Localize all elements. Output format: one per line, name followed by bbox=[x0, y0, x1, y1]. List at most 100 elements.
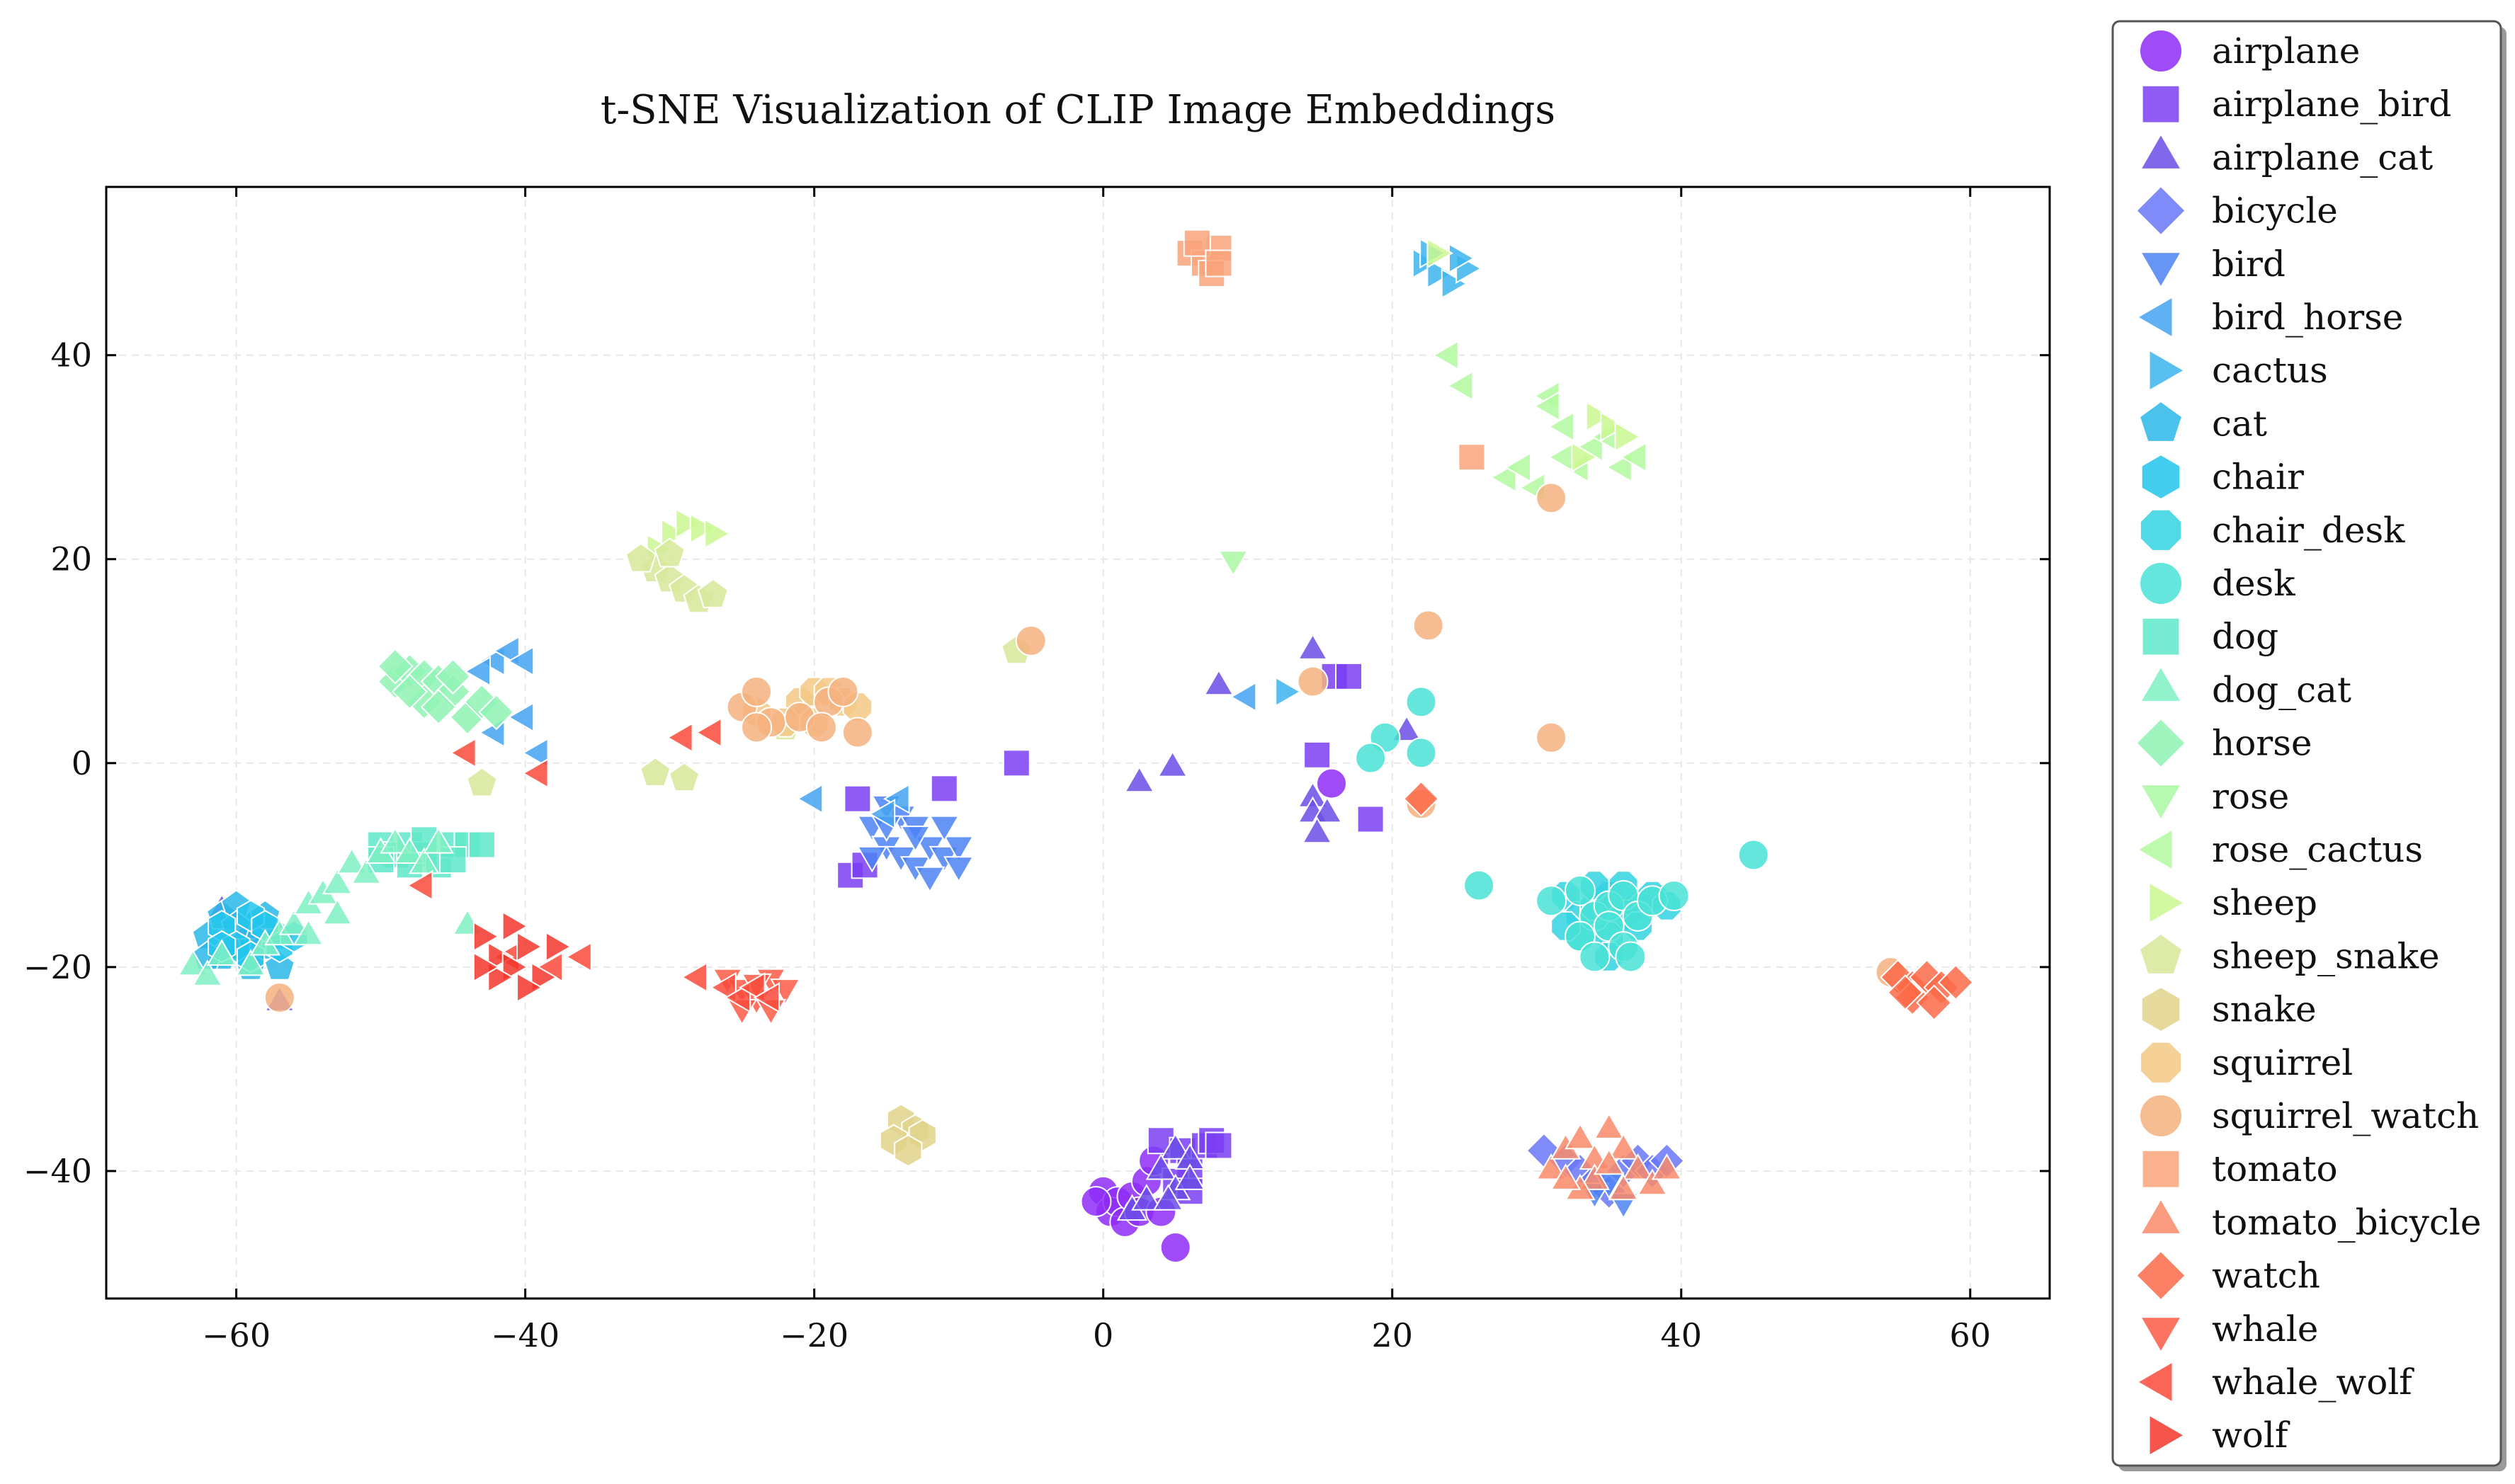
legend-marker-cat bbox=[2138, 400, 2184, 443]
legend-label-bicycle: bicycle bbox=[2212, 190, 2338, 232]
x-tick-label: −20 bbox=[780, 1316, 848, 1354]
point-squirrel_watch bbox=[1297, 666, 1329, 697]
x-tick-label: 60 bbox=[1950, 1316, 1992, 1354]
point-dog_cat bbox=[192, 959, 223, 986]
point-airplane_cat bbox=[1174, 1163, 1205, 1190]
point-horse bbox=[478, 694, 515, 731]
point-whale_wolf bbox=[681, 961, 708, 993]
point-airplane_bird bbox=[1356, 805, 1385, 833]
point-desk bbox=[1564, 874, 1596, 906]
point-wolf bbox=[530, 961, 558, 993]
point-bird_horse bbox=[796, 783, 824, 814]
point-desk bbox=[1579, 941, 1611, 973]
point-whale_wolf bbox=[695, 717, 722, 748]
point-squirrel_watch bbox=[741, 675, 773, 707]
legend-label-airplane_cat: airplane_cat bbox=[2212, 137, 2433, 178]
x-tick-label: 40 bbox=[1660, 1316, 1702, 1354]
point-whale_wolf bbox=[406, 869, 433, 901]
point-airplane_bird bbox=[1002, 749, 1031, 777]
point-airplane bbox=[1159, 1231, 1191, 1263]
point-cactus bbox=[1275, 676, 1302, 707]
legend-label-rose: rose bbox=[2212, 776, 2289, 817]
point-bird bbox=[856, 845, 888, 873]
legend-label-squirrel_watch: squirrel_watch bbox=[2212, 1095, 2479, 1136]
legend-marker-bicycle bbox=[2135, 185, 2186, 236]
x-tick-label: 0 bbox=[1093, 1316, 1113, 1354]
point-whale_wolf bbox=[449, 737, 477, 769]
legend-label-chair: chair bbox=[2212, 457, 2304, 498]
gridlines bbox=[106, 187, 2050, 1298]
legend-label-chair_desk: chair_desk bbox=[2212, 510, 2405, 551]
point-dog_cat bbox=[278, 908, 310, 935]
y-tick-label: −20 bbox=[23, 948, 92, 986]
point-airplane_cat bbox=[1157, 750, 1188, 777]
point-sheep bbox=[1426, 237, 1453, 269]
point-airplane_cat bbox=[1123, 765, 1155, 793]
legend-label-tomato_bicycle: tomato_bicycle bbox=[2212, 1202, 2481, 1243]
point-tomato_bicycle bbox=[1565, 1122, 1596, 1150]
point-squirrel_watch bbox=[841, 717, 873, 748]
point-sheep_snake bbox=[466, 767, 498, 797]
point-sheep bbox=[704, 518, 732, 549]
legend-label-airplane: airplane bbox=[2212, 30, 2360, 72]
point-airplane_cat bbox=[1152, 1184, 1184, 1211]
point-airplane_cat bbox=[1159, 1132, 1191, 1160]
point-horse bbox=[435, 658, 472, 695]
point-horse bbox=[377, 648, 414, 685]
point-tomato_bicycle bbox=[1622, 1153, 1654, 1180]
point-sheep bbox=[1614, 421, 1642, 452]
point-bird_horse bbox=[493, 635, 520, 667]
point-sheep_snake bbox=[697, 578, 729, 608]
legend-marker-dog bbox=[2141, 617, 2181, 656]
legend-label-wolf: wolf bbox=[2212, 1415, 2290, 1456]
point-desk bbox=[1737, 839, 1769, 871]
legend-label-airplane_bird: airplane_bird bbox=[2212, 84, 2451, 125]
point-wolf bbox=[516, 971, 543, 1003]
point-bird_horse bbox=[1230, 681, 1257, 712]
series-rose_cactus bbox=[1432, 339, 1647, 503]
point-airplane_cat bbox=[1203, 668, 1234, 696]
point-whale_wolf bbox=[739, 971, 766, 1003]
point-dog_cat bbox=[336, 847, 368, 874]
x-tick-label: −60 bbox=[202, 1316, 271, 1354]
legend-label-whale_wolf: whale_wolf bbox=[2212, 1362, 2414, 1403]
point-airplane_cat bbox=[1301, 816, 1333, 844]
point-dog_cat bbox=[351, 857, 382, 884]
legend-marker-whale bbox=[2139, 1316, 2183, 1354]
legend-marker-airplane_cat bbox=[2139, 132, 2183, 170]
legend-marker-tomato_bicycle bbox=[2139, 1197, 2183, 1235]
point-bird bbox=[899, 826, 931, 852]
series-desk bbox=[1355, 686, 1769, 973]
series-snake bbox=[879, 1103, 937, 1168]
point-squirrel_watch bbox=[741, 712, 773, 743]
point-desk bbox=[1615, 941, 1647, 973]
point-sheep bbox=[675, 508, 703, 540]
point-bird_horse bbox=[868, 799, 896, 830]
point-cactus bbox=[1441, 268, 1468, 299]
legend-marker-chair_desk bbox=[2139, 508, 2183, 552]
point-sheep_snake bbox=[654, 537, 686, 568]
point-squirrel_watch bbox=[1412, 610, 1444, 641]
point-dog_cat bbox=[235, 949, 266, 976]
point-airplane_bird bbox=[1205, 1131, 1233, 1160]
point-squirrel_watch bbox=[805, 712, 837, 743]
legend-marker-rose bbox=[2139, 784, 2183, 821]
legend-marker-whale_wolf bbox=[2136, 1360, 2174, 1404]
y-tick-label: 40 bbox=[50, 336, 92, 375]
legend-label-squirrel: squirrel bbox=[2212, 1042, 2353, 1083]
point-rose_cactus bbox=[1432, 339, 1459, 371]
point-desk bbox=[1535, 885, 1567, 917]
point-sheep_snake bbox=[668, 762, 700, 792]
legend-label-horse: horse bbox=[2212, 723, 2312, 764]
plot-area-frame bbox=[105, 186, 2051, 1300]
legend-marker-squirrel_watch bbox=[2139, 1094, 2183, 1138]
point-rose_cactus bbox=[1489, 462, 1517, 493]
legend-label-dog_cat: dog_cat bbox=[2212, 669, 2351, 710]
point-tomato_bicycle bbox=[1651, 1153, 1683, 1180]
legend-marker-airplane_bird bbox=[2141, 84, 2181, 124]
point-cactus bbox=[1426, 258, 1453, 290]
legend-marker-snake bbox=[2140, 986, 2181, 1033]
point-dog_cat bbox=[423, 826, 454, 854]
point-rose_cactus bbox=[1446, 370, 1474, 401]
